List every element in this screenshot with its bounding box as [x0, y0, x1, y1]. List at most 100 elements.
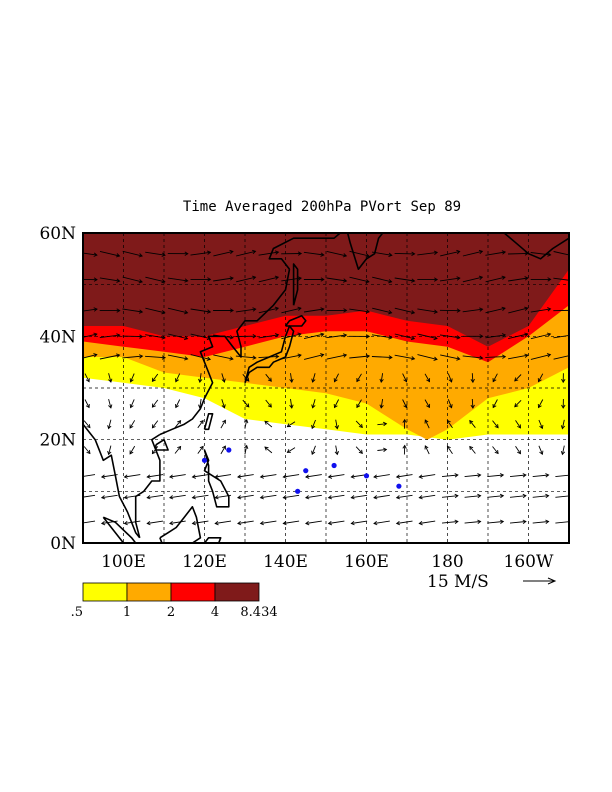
- wind-vector: [99, 277, 120, 282]
- cyclone-marker: [295, 488, 301, 494]
- wind-vector: [509, 495, 526, 498]
- wind-vector: [492, 420, 499, 428]
- wind-vector: [509, 474, 526, 478]
- wind-vector: [215, 474, 232, 478]
- wind-vector-head: [365, 334, 371, 339]
- wind-vector-head: [433, 250, 439, 255]
- wind-vector: [190, 308, 211, 313]
- wind-vector: [264, 420, 273, 428]
- wind-vector-head: [100, 520, 106, 526]
- wind-vector-head: [264, 420, 269, 425]
- wind-vector-head: [342, 253, 348, 258]
- wind-vector: [441, 495, 458, 498]
- wind-vector-head: [388, 279, 393, 284]
- wind-vector-head: [469, 419, 474, 425]
- wind-vector-head: [297, 251, 303, 256]
- wind-vector: [130, 399, 135, 408]
- wind-vector-head: [129, 404, 134, 409]
- wind-vector: [167, 307, 188, 314]
- wind-vector: [492, 399, 498, 408]
- wind-vector: [335, 419, 338, 429]
- wind-vector-head: [477, 473, 482, 478]
- wind-vector: [190, 251, 211, 256]
- wind-vector: [283, 494, 300, 499]
- wind-vector: [199, 373, 202, 383]
- wind-vector-head: [320, 307, 325, 312]
- wind-vector-head: [274, 333, 280, 338]
- wind-vector-head: [229, 356, 234, 361]
- wind-vector-head: [169, 520, 174, 526]
- wind-vector-head: [411, 251, 416, 256]
- wind-vector-head: [545, 519, 550, 524]
- wind-vector: [99, 250, 120, 257]
- wind-vector: [129, 445, 136, 455]
- wind-vector: [373, 494, 390, 499]
- wind-vector-head: [478, 249, 484, 255]
- wind-vector-head: [116, 333, 121, 338]
- y-tick-label: 0N: [50, 534, 76, 554]
- wind-vector-head: [161, 252, 166, 257]
- wind-vector: [492, 446, 499, 454]
- wind-vector: [424, 445, 430, 455]
- wind-vector-head: [334, 451, 340, 456]
- wind-vector: [99, 334, 120, 339]
- wind-vector: [402, 373, 408, 382]
- wind-vector-head: [245, 377, 250, 382]
- wind-vector: [124, 520, 141, 524]
- y-tick-label: 20N: [39, 431, 76, 451]
- wind-vector-head: [402, 444, 407, 449]
- wind-vector: [447, 399, 453, 408]
- wind-vector: [235, 276, 256, 283]
- wind-vector: [244, 419, 248, 429]
- wind-vector: [462, 355, 483, 359]
- wind-vector-head: [433, 335, 438, 341]
- wind-vector: [396, 494, 413, 499]
- wind-vector: [417, 308, 438, 313]
- wind-vector: [221, 399, 225, 408]
- wind-vector: [530, 308, 551, 313]
- wind-vector-head: [402, 418, 407, 423]
- wind-vector-head: [537, 378, 542, 383]
- wind-vector-head: [93, 353, 98, 358]
- wind-vector: [553, 355, 569, 360]
- wind-vector: [175, 399, 181, 408]
- wind-vector-head: [477, 519, 482, 524]
- wind-vector-head: [138, 253, 143, 258]
- wind-vector: [303, 251, 324, 256]
- wind-vector: [372, 276, 392, 283]
- wind-vector: [167, 333, 188, 340]
- wind-vector: [464, 495, 481, 498]
- wind-vector: [145, 334, 166, 339]
- wind-vector-head: [123, 520, 128, 526]
- wind-vector: [152, 420, 159, 429]
- coastline-5: [244, 325, 295, 384]
- wind-vector: [122, 335, 143, 338]
- wind-vector-head: [214, 495, 219, 500]
- wind-vector: [553, 251, 569, 256]
- wind-vector-head: [365, 354, 371, 359]
- wind-vector-head: [373, 474, 378, 479]
- wind-vector: [485, 307, 506, 314]
- wind-vector-head: [356, 378, 361, 383]
- wind-vector: [83, 333, 97, 338]
- wind-vector-head: [395, 495, 401, 500]
- colorbar-swatch: [214, 582, 260, 602]
- wind-vector: [174, 420, 181, 428]
- wind-vector: [515, 446, 521, 454]
- wind-vector-head: [79, 496, 82, 500]
- wind-vector: [507, 252, 529, 255]
- wind-vector: [108, 419, 112, 429]
- wind-vector: [447, 420, 453, 429]
- y-axis: 0N 20N 40N 60N: [39, 224, 76, 554]
- wind-vector: [122, 308, 143, 313]
- wind-vector-head: [93, 332, 98, 337]
- wind-vector-head: [198, 404, 203, 409]
- wind-vector: [441, 521, 458, 524]
- wind-vector-head: [311, 378, 316, 383]
- chart-title: Time Averaged 200hPa PVort Sep 89: [183, 199, 461, 215]
- wind-vector-head: [305, 495, 310, 500]
- wind-vector-head: [418, 520, 423, 526]
- wind-vector-head: [358, 423, 363, 429]
- wind-vector-head: [365, 309, 370, 314]
- wind-vector-head: [470, 404, 475, 409]
